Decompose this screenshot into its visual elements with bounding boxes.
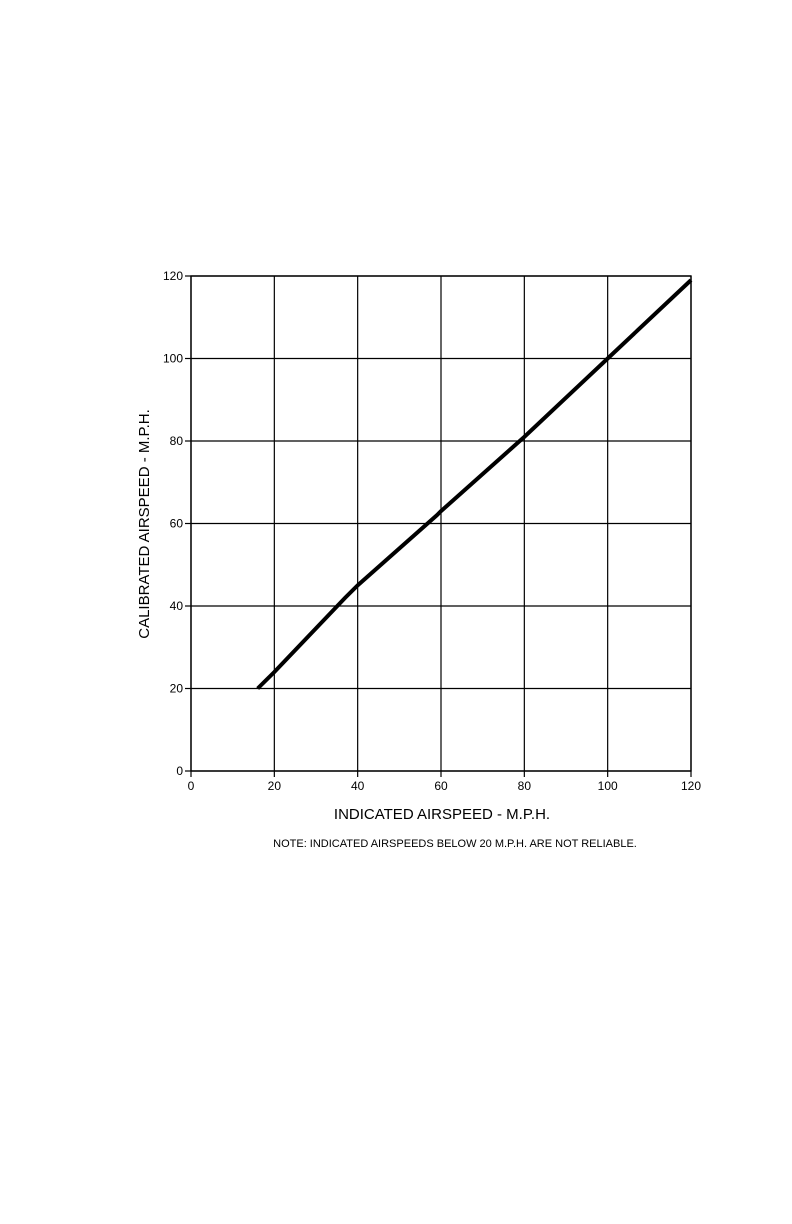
y-tick-label: 0 xyxy=(176,764,183,778)
y-tick-label: 60 xyxy=(170,517,184,531)
y-tick-label: 100 xyxy=(163,352,183,366)
y-tick-label: 20 xyxy=(170,682,184,696)
y-tick-label: 80 xyxy=(170,434,184,448)
x-tick-label: 60 xyxy=(434,779,448,793)
x-tick-label: 40 xyxy=(351,779,365,793)
x-axis-label: INDICATED AIRSPEED - M.P.H. xyxy=(334,806,550,823)
y-tick-labels: 0 20 40 60 80 100 120 xyxy=(163,269,183,778)
x-tick-label: 100 xyxy=(598,779,618,793)
y-axis-label: CALIBRATED AIRSPEED - M.P.H. xyxy=(136,409,153,639)
plot-frame xyxy=(190,275,692,772)
x-tick-label: 0 xyxy=(188,779,195,793)
x-tick-label: 20 xyxy=(268,779,282,793)
y-tick-label: 120 xyxy=(163,269,183,283)
y-tick-label: 40 xyxy=(170,599,184,613)
x-tick-label: 80 xyxy=(518,779,532,793)
chart-note: NOTE: INDICATED AIRSPEEDS BELOW 20 M.P.H… xyxy=(273,838,637,850)
series-line xyxy=(256,278,693,690)
x-tick-label: 120 xyxy=(681,779,701,793)
x-tick-labels: 0 20 40 60 80 100 120 xyxy=(188,779,702,793)
